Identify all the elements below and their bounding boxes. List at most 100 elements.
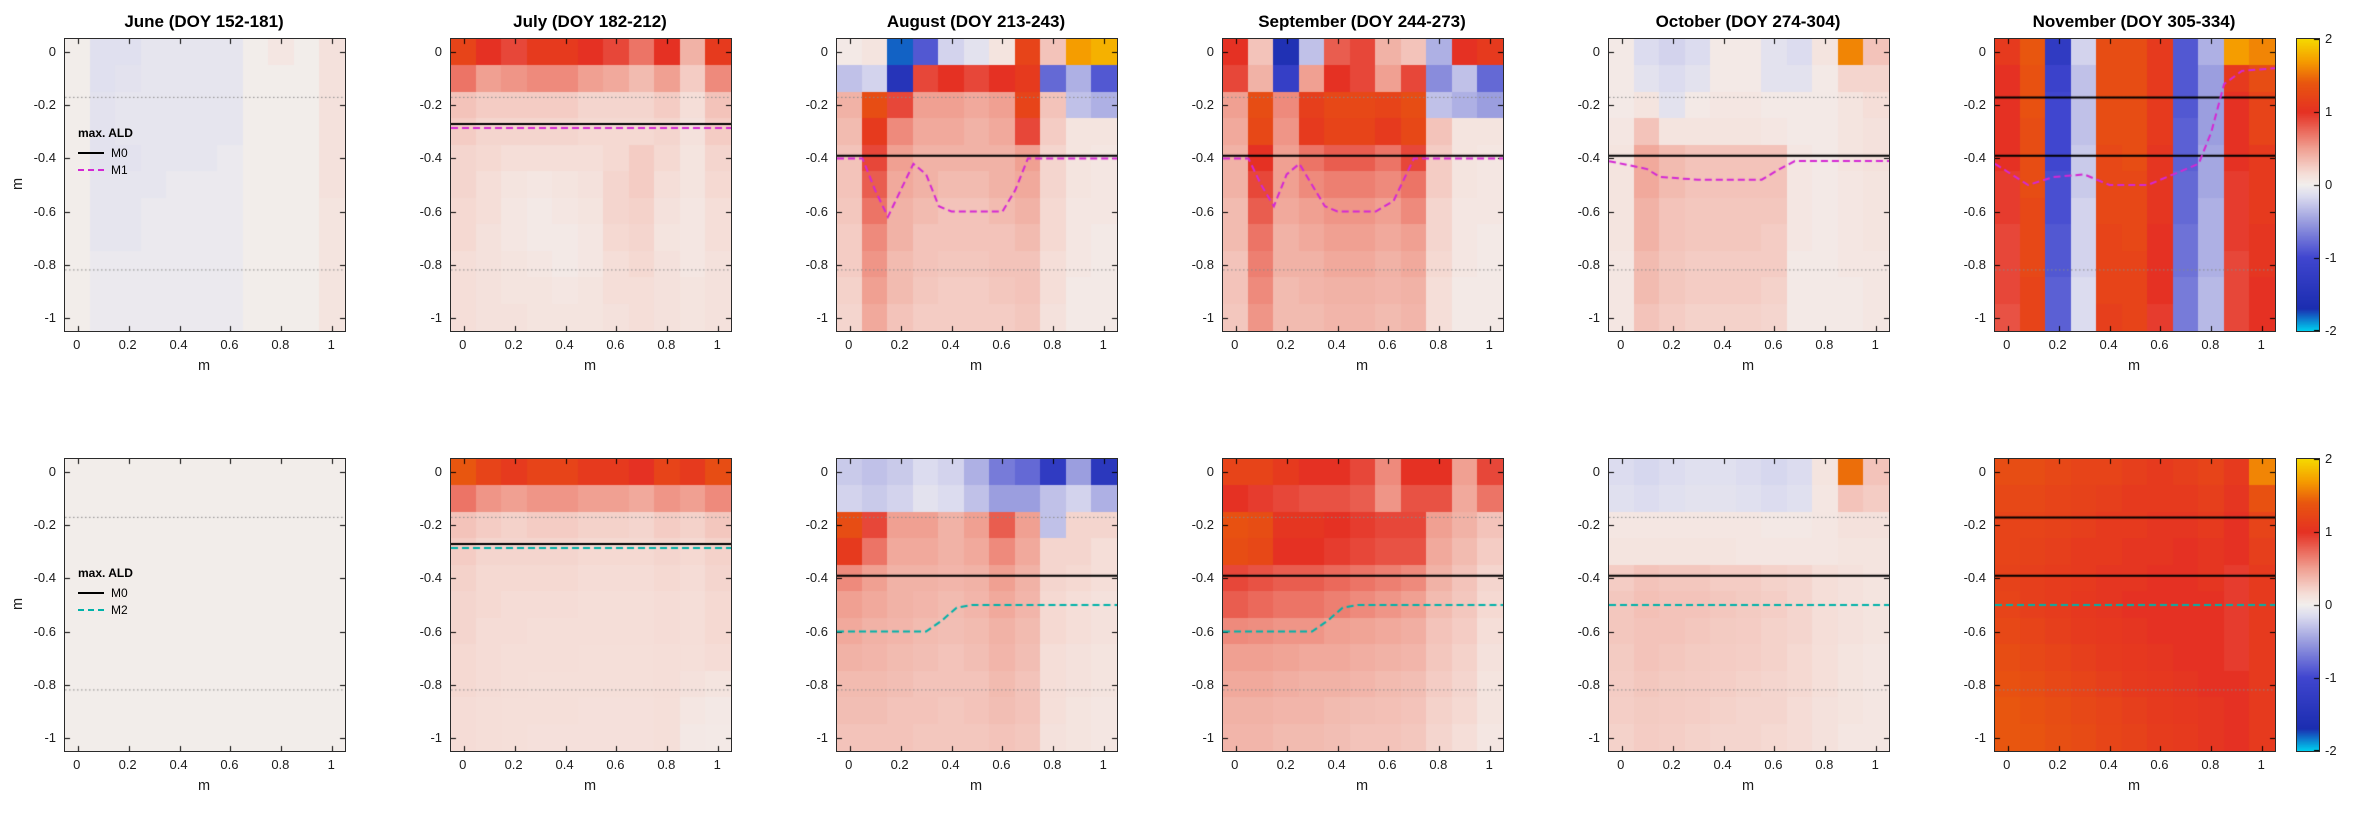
x-tick-label: 0.6 [2150, 757, 2169, 772]
y-tick-label: -0.6 [1963, 623, 1986, 639]
y-tick-label: -1 [44, 309, 56, 325]
y-tick-label: -0.6 [1577, 203, 1600, 219]
y-tick-label: -0.2 [419, 517, 442, 533]
y-tick-label: -0.2 [1577, 517, 1600, 533]
y-tick-label: -0.2 [805, 517, 828, 533]
colorbar-tick-label: 1 [2325, 104, 2333, 119]
y-tick-label: -0.4 [419, 150, 442, 166]
colorbar-gradient [2297, 459, 2319, 751]
plot-area [1994, 38, 2276, 332]
x-tick-label: 0 [2003, 757, 2011, 772]
panel-row0-col1: July (DOY 182-212) 0 0.2 0.4 0.6 0.8 1 0 -0.2 -0.… [394, 10, 780, 410]
panel-row1-col0: 0 0.2 0.4 0.6 0.8 1 0 -0.2 -0.4 -0.6 -0.8 -1 m m max. … [8, 430, 394, 830]
x-tick-label: 1 [1485, 337, 1493, 352]
x-tick-label: 1 [1099, 757, 1107, 772]
panel-row1-col5: 0 0.2 0.4 0.6 0.8 1 0 -0.2 -0.4 -0.6 -0.8 -1 m [1938, 430, 2324, 830]
y-tick-label: -0.8 [1963, 676, 1986, 692]
heatmap-canvas [1223, 39, 1503, 331]
y-tick-label: -0.4 [1577, 150, 1600, 166]
plot-area [1608, 458, 1890, 752]
y-tick-label: 0 [1978, 44, 1986, 60]
x-tick-label: 0.4 [2099, 757, 2118, 772]
x-axis-label: m [197, 778, 211, 794]
x-tick-label: 0.8 [271, 757, 290, 772]
x-tick-label: 0.2 [1662, 337, 1681, 352]
heatmap-canvas [65, 39, 345, 331]
x-tick-label: 0.8 [1429, 757, 1448, 772]
y-tick-label: -1 [1588, 729, 1600, 745]
x-tick-label: 0.2 [890, 337, 909, 352]
y-tick-label: 0 [434, 44, 442, 60]
colorbar-tick-label: 2 [2325, 451, 2333, 466]
y-tick-label: -1 [816, 729, 828, 745]
x-tick-label: 0 [2003, 337, 2011, 352]
y-tick-label: -0.2 [33, 517, 56, 533]
legend-entry-m0: M0 [78, 584, 133, 601]
y-tick-label: -0.4 [1963, 570, 1986, 586]
colorbar-tick-label: 1 [2325, 524, 2333, 539]
x-tick-label: 0.8 [1043, 757, 1062, 772]
heatmap-canvas [1995, 459, 2275, 751]
plot-area [64, 458, 346, 752]
y-tick-label: -0.8 [805, 676, 828, 692]
legend-entry-label: M0 [111, 145, 128, 160]
x-tick-label: 0.6 [220, 337, 239, 352]
heatmap-canvas [837, 459, 1117, 751]
y-tick-label: 0 [48, 44, 56, 60]
x-tick-label: 0.2 [1276, 337, 1295, 352]
x-tick-label: 0.6 [992, 337, 1011, 352]
plot-area [1994, 458, 2276, 752]
y-tick-label: 0 [1592, 464, 1600, 480]
x-axis-label: m [583, 358, 597, 374]
y-tick-label: -0.6 [419, 203, 442, 219]
heatmap-canvas [451, 39, 731, 331]
x-tick-label: 0.2 [890, 757, 909, 772]
x-tick-label: 0.2 [1662, 757, 1681, 772]
plot-area [836, 38, 1118, 332]
y-tick-label: -0.4 [1577, 570, 1600, 586]
y-tick-label: -0.6 [1963, 203, 1986, 219]
plot-area [1222, 38, 1504, 332]
y-tick-label: -1 [1974, 729, 1986, 745]
y-tick-label: -0.8 [419, 256, 442, 272]
y-tick-label: -0.8 [419, 676, 442, 692]
legend-entry-label: M2 [111, 602, 128, 617]
y-tick-label: -1 [816, 309, 828, 325]
y-tick-label: -0.8 [1577, 676, 1600, 692]
x-tick-label: 0 [459, 337, 467, 352]
y-tick-label: -1 [430, 309, 442, 325]
x-tick-label: 0 [1617, 337, 1625, 352]
legend-line-sample-m1 [78, 168, 104, 171]
y-tick-label: -0.2 [419, 97, 442, 113]
x-tick-label: 0.6 [606, 757, 625, 772]
legend-title: max. ALD [78, 126, 133, 140]
heatmap-canvas [1609, 459, 1889, 751]
panel-row1-col1: 0 0.2 0.4 0.6 0.8 1 0 -0.2 -0.4 -0.6 -0.8 -1 m [394, 430, 780, 830]
x-tick-label: 0 [845, 757, 853, 772]
x-tick-label: 0.6 [220, 757, 239, 772]
x-tick-label: 0.2 [504, 757, 523, 772]
y-tick-label: -0.8 [33, 676, 56, 692]
y-tick-label: -0.6 [1191, 623, 1214, 639]
panel-row0-col5: November (DOY 305-334) 0 0.2 0.4 0.6 0.8 1 0 -0.… [1938, 10, 2324, 410]
colorbar [2296, 458, 2320, 752]
y-tick-label: -0.6 [805, 203, 828, 219]
panel-title: October (DOY 274-304) [1655, 12, 1841, 31]
legend-title: max. ALD [78, 566, 133, 580]
x-tick-label: 0.8 [1815, 757, 1834, 772]
x-tick-label: 0.4 [941, 757, 960, 772]
x-tick-label: 0.6 [1764, 757, 1783, 772]
y-tick-label: 0 [48, 464, 56, 480]
x-tick-label: 0 [1617, 757, 1625, 772]
x-axis-label: m [1355, 778, 1369, 794]
x-axis-label: m [1741, 778, 1755, 794]
colorbar-tick-label: -1 [2325, 250, 2337, 265]
x-tick-label: 0.8 [657, 757, 676, 772]
plot-area [450, 38, 732, 332]
y-tick-label: 0 [820, 464, 828, 480]
panel-title: September (DOY 244-273) [1258, 12, 1466, 31]
x-tick-label: 0.8 [1815, 337, 1834, 352]
colorbar-gradient [2297, 39, 2319, 331]
y-tick-label: -0.4 [805, 150, 828, 166]
x-tick-label: 0.8 [271, 337, 290, 352]
